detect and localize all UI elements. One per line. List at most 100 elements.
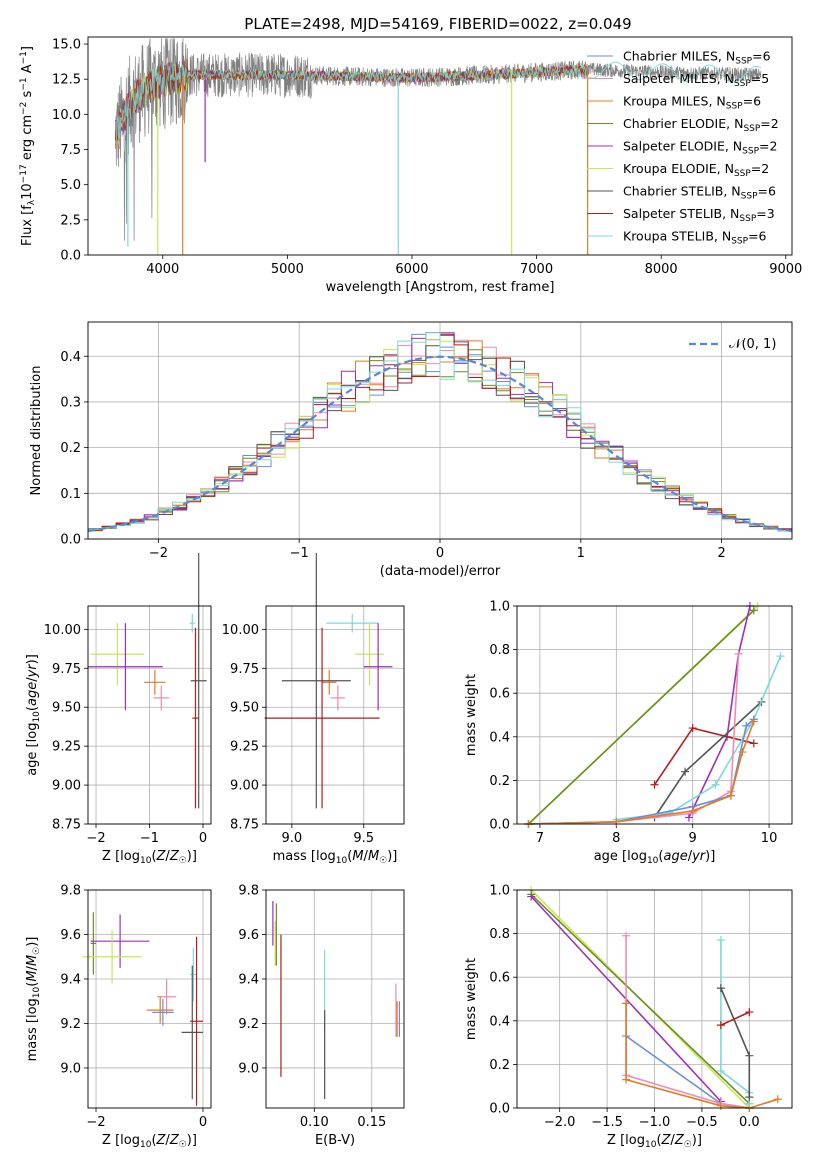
errorbar-chabrier_elodie xyxy=(90,912,97,975)
marker-kroupa_stelib xyxy=(711,780,720,789)
y-tick-label: 9.4 xyxy=(238,972,259,987)
plot-area xyxy=(82,912,203,1106)
marker-chabrier_miles xyxy=(742,721,751,730)
x-tick-label: −2 xyxy=(86,831,105,846)
marker-kroupa_miles xyxy=(773,1095,782,1104)
series-kroupa_miles xyxy=(528,721,755,825)
y-axis-label: Flux [fλ10−17 erg cm−2 s−1 A−1] xyxy=(19,46,37,246)
x-tick-label: 9 xyxy=(689,831,697,846)
legend-label-gaussian: 𝒩(0, 1) xyxy=(729,337,776,352)
x-tick-label: −2 xyxy=(149,546,168,561)
y-tick-label: 0.2 xyxy=(489,774,510,789)
series-salpeter_miles xyxy=(625,935,750,1109)
marker-salpeter_stelib xyxy=(688,724,697,733)
errorbar-kroupa_stelib xyxy=(190,947,197,1002)
axes-frame xyxy=(265,889,405,1109)
marker-chabrier_stelib xyxy=(716,984,725,993)
x-axis-label: Z [log10(Z/Z☉)] xyxy=(607,1133,702,1150)
y-tick-label: 9.0 xyxy=(238,1061,259,1076)
y-tick-label: 0.2 xyxy=(489,1058,510,1073)
figure-title: PLATE=2498, MJD=54169, FIBERID=0022, z=0… xyxy=(244,15,631,33)
x-tick-label: −2.0 xyxy=(544,1115,576,1130)
y-tick-label: 15.0 xyxy=(52,38,81,53)
panel-massweight_vs_age: 7 8 9 10 0.0 0.2 0.4 0.6 0.8 1.0 age [log10(age/yr… xyxy=(464,600,793,866)
x-tick-label: 1 xyxy=(577,546,585,561)
y-tick-label: 9.6 xyxy=(60,928,81,943)
x-axis-label: Z [log10(Z/Z☉)] xyxy=(102,1133,197,1150)
series-chabrier_elodie xyxy=(530,893,750,1105)
marker-kroupa_miles xyxy=(738,748,747,757)
y-tick-label: 0.0 xyxy=(489,818,510,833)
y-tick-label: 0.1 xyxy=(60,487,81,502)
y-tick-label: 9.75 xyxy=(230,662,259,677)
x-tick-label: 9.0 xyxy=(282,831,303,846)
y-tick-label: 0.6 xyxy=(489,971,510,986)
axes-frame xyxy=(87,605,212,825)
grid xyxy=(266,606,404,825)
x-tick-label: −1 xyxy=(290,546,309,561)
y-tick-label: 5.0 xyxy=(60,178,81,193)
x-tick-label: 6000 xyxy=(395,262,428,277)
grid xyxy=(517,889,792,1109)
x-tick-label: 0 xyxy=(199,1115,207,1130)
spectrum-model-ext xyxy=(588,61,762,84)
x-axis-label: Z [log10(Z/Z☉)] xyxy=(102,849,197,866)
plot-area xyxy=(272,901,400,1100)
y-tick-label: 0.8 xyxy=(489,643,510,658)
x-axis-label: E(B-V) xyxy=(315,1133,355,1148)
y-tick-label: 9.2 xyxy=(60,1017,81,1032)
marker-kroupa_miles xyxy=(612,817,621,826)
errorbar-salpeter_stelib xyxy=(192,627,199,809)
legend-label-kroupa_miles: Kroupa MILES, NSSP=6 xyxy=(623,94,761,112)
marker-salpeter_stelib xyxy=(716,1021,725,1030)
marker-kroupa_miles xyxy=(622,1075,631,1084)
y-tick-label: 0.8 xyxy=(489,927,510,942)
marker-salpeter_miles xyxy=(622,931,631,940)
plot-area xyxy=(115,38,762,255)
x-tick-label: 9000 xyxy=(769,262,802,277)
marker-kroupa_miles xyxy=(688,806,697,815)
x-tick-label: −1 xyxy=(140,831,159,846)
x-tick-label: 7 xyxy=(536,831,544,846)
y-tick-label: 12.5 xyxy=(52,73,81,88)
x-axis-label: (data-model)/error xyxy=(380,564,501,579)
x-tick-label: 0.0 xyxy=(739,1115,760,1130)
x-tick-label: 10 xyxy=(761,831,778,846)
series-salpeter_stelib xyxy=(720,1011,750,1026)
y-tick-label: 9.50 xyxy=(230,701,259,716)
marker-salpeter_miles xyxy=(734,649,743,658)
series-salpeter_elodie xyxy=(688,605,751,818)
errorbar-kroupa_miles xyxy=(146,996,174,1024)
axes-frame xyxy=(516,605,793,825)
panel-age_vs_Z: −2 −1 0 8.75 9.00 9.25 9.50 9.75 10.00 Z [log10(Z… xyxy=(25,553,212,866)
y-tick-label: 7.5 xyxy=(60,143,81,158)
errorbar-kroupa_miles xyxy=(322,669,337,695)
x-tick-label: 9.5 xyxy=(353,831,374,846)
y-tick-label: 0.4 xyxy=(60,350,81,365)
y-tick-label: 8.75 xyxy=(230,818,259,833)
errorbar-kroupa_elodie xyxy=(82,930,142,984)
y-tick-label: 1.0 xyxy=(489,600,510,615)
y-tick-label: 9.2 xyxy=(238,1017,259,1032)
panel-mass_vs_ebv: 0.10 0.15 9.0 9.2 9.4 9.6 9.8 E(B-V) xyxy=(238,884,405,1148)
spectrum-model-kroupa_stelib xyxy=(115,63,589,145)
errorbar-salpeter_miles xyxy=(153,685,170,711)
legend-label-chabrier_elodie: Chabrier ELODIE, NSSP=2 xyxy=(623,116,779,134)
grid xyxy=(88,606,211,825)
marker-kroupa_stelib xyxy=(716,936,725,945)
errorbar-salpeter_elodie xyxy=(88,623,163,711)
y-tick-label: 9.8 xyxy=(238,884,259,899)
marker-kroupa_stelib xyxy=(716,1066,725,1075)
errorbar-kroupa_stelib xyxy=(189,613,195,633)
legend-label-chabrier_stelib: Chabrier STELIB, NSSP=6 xyxy=(623,184,776,202)
errorbar-kroupa_miles xyxy=(144,669,166,695)
errorbar-chabrier_stelib xyxy=(181,965,203,1100)
marker-salpeter_elodie xyxy=(527,892,536,901)
axes-frame xyxy=(87,889,212,1109)
y-axis-label: Normed distribution xyxy=(29,366,44,496)
panel-mass_vs_Z: −2 0 9.0 9.2 9.4 9.6 9.8 Z [log10(Z/Z☉)] mass [l… xyxy=(25,884,212,1150)
marker-chabrier_stelib xyxy=(745,1093,754,1102)
errorbar-salpeter_elodie xyxy=(90,914,150,968)
axes-frame xyxy=(265,605,405,825)
